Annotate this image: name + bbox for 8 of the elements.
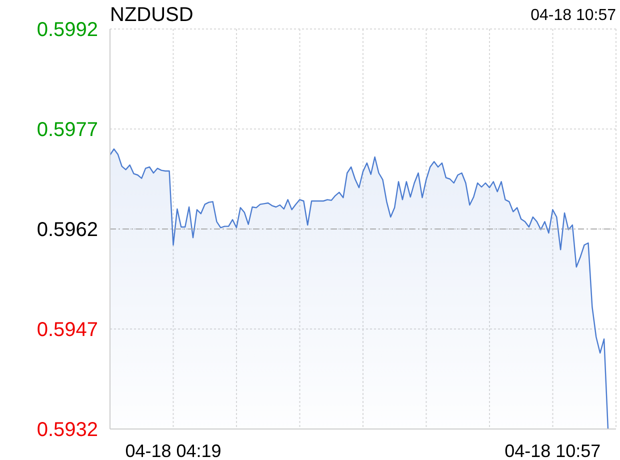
y-tick-label: 0.5977 [36, 119, 98, 141]
x-tick-label: 04-18 04:19 [125, 441, 222, 460]
y-tick-label: 0.5947 [36, 319, 98, 341]
chart-title: NZDUSD [110, 4, 194, 27]
y-tick-label: 0.5962 [36, 219, 98, 241]
y-tick-label: 0.5992 [36, 19, 98, 41]
text: 04-18 10:57 [530, 7, 616, 25]
y-tick-label: 0.5932 [36, 419, 98, 441]
